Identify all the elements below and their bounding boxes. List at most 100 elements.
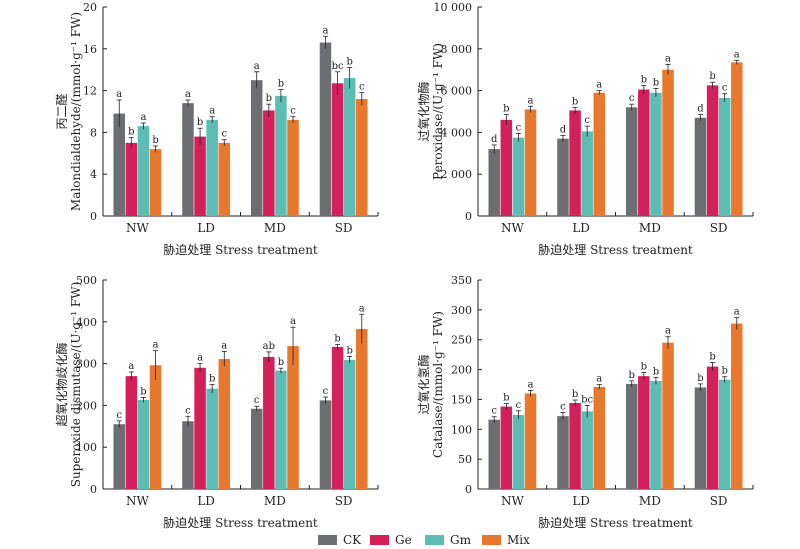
- bar-mix: [593, 386, 606, 489]
- y-tick-label: 10 000: [434, 1, 473, 14]
- significance-letter: b: [346, 57, 352, 68]
- significance-letter: a: [734, 49, 740, 60]
- y-tick-label: 8: [90, 126, 97, 139]
- bar-ck: [488, 419, 500, 489]
- bar-gm: [512, 414, 525, 489]
- bar-ge: [569, 110, 581, 216]
- bar-ck: [182, 421, 194, 489]
- bar-gm: [275, 95, 287, 216]
- bar-mix: [662, 342, 674, 489]
- significance-letter: b: [503, 104, 509, 115]
- bar-mix: [662, 69, 674, 216]
- x-category-label: LD: [197, 221, 215, 235]
- legend-item-ge: Ge: [370, 533, 412, 547]
- bar-ck: [488, 149, 500, 216]
- y-axis-title-en: Malondialdehyde/(mmol·g⁻¹ FW): [69, 12, 83, 211]
- bar-gm: [581, 131, 593, 216]
- bar-ck: [182, 103, 194, 216]
- bar-ck: [113, 424, 125, 489]
- bar-ck: [694, 387, 707, 489]
- legend-swatch-ck: [318, 535, 337, 545]
- significance-letter: a: [290, 316, 296, 327]
- significance-letter: b: [709, 351, 715, 362]
- y-tick-label: 4: [90, 168, 97, 181]
- significance-letter: b: [572, 389, 578, 400]
- bar-gm: [137, 126, 150, 216]
- significance-letter: c: [584, 115, 590, 126]
- y-tick-label: 100: [451, 423, 472, 436]
- significance-letter: b: [721, 366, 727, 377]
- significance-letter: d: [560, 125, 567, 136]
- bar-mix: [287, 119, 299, 216]
- bar-gm: [275, 370, 287, 489]
- legend: CK Ge Gm Mix: [318, 533, 530, 547]
- significance-letter: b: [653, 78, 659, 89]
- x-category-label: MD: [639, 494, 661, 508]
- y-axis-title-cn: 过氧化氢酶: [416, 354, 431, 414]
- bar-ge: [706, 85, 719, 216]
- significance-letter: ab: [263, 341, 275, 352]
- bar-gm: [718, 97, 731, 216]
- significance-letter: c: [221, 129, 227, 140]
- bar-ge: [194, 136, 206, 216]
- y-tick-label: 8 000: [441, 43, 473, 56]
- legend-label-mix: Mix: [507, 533, 530, 547]
- bar-ge: [569, 403, 581, 489]
- y-tick-label: 0: [465, 210, 472, 223]
- significance-letter: c: [516, 400, 522, 411]
- bar-ck: [319, 42, 332, 216]
- bar-ck: [557, 138, 569, 216]
- legend-label-ge: Ge: [395, 533, 412, 547]
- significance-letter: b: [266, 93, 272, 104]
- bar-ge: [638, 376, 650, 489]
- significance-letter: a: [665, 326, 671, 337]
- significance-letter: bc: [332, 61, 344, 72]
- bar-ge: [194, 367, 206, 489]
- significance-letter: b: [140, 386, 146, 397]
- y-tick-label: 50: [458, 453, 472, 466]
- bar-gm: [343, 359, 356, 489]
- x-axis-title: 胁迫处理 Stress treatment: [538, 515, 693, 530]
- bar-ck: [250, 80, 263, 217]
- significance-letter: c: [254, 395, 260, 406]
- significance-letter: b: [278, 357, 284, 368]
- bar-ge: [706, 366, 719, 489]
- bar-ck: [625, 107, 638, 216]
- legend-swatch-gm: [425, 535, 444, 545]
- significance-letter: bc: [581, 394, 593, 405]
- significance-letter: a: [359, 303, 365, 314]
- bar-ge: [500, 119, 513, 216]
- legend-item-mix: Mix: [482, 533, 530, 547]
- bar-ge: [125, 142, 138, 216]
- legend-swatch-ge: [370, 535, 389, 545]
- significance-letter: b: [641, 74, 647, 85]
- x-category-label: NW: [501, 494, 525, 508]
- y-tick-label: 16: [83, 43, 97, 56]
- y-axis-title-en: Superoxide dismutase/(U·g⁻¹ FW): [69, 282, 83, 488]
- y-tick-label: 150: [451, 393, 472, 406]
- y-tick-label: 300: [76, 358, 97, 371]
- significance-letter: a: [140, 112, 146, 123]
- significance-letter: b: [653, 366, 659, 377]
- y-axis-title-en: Peroxidase/(U·g⁻¹ FW): [431, 43, 445, 180]
- bar-mix: [731, 323, 743, 489]
- significance-letter: c: [323, 386, 329, 397]
- significance-letter: b: [334, 333, 340, 344]
- significance-letter: a: [322, 25, 328, 36]
- bar-gm: [718, 379, 731, 489]
- significance-letter: a: [596, 80, 602, 91]
- bar-mix: [524, 109, 537, 216]
- significance-letter: d: [491, 134, 498, 145]
- y-tick-label: 20: [83, 1, 97, 14]
- x-category-label: SD: [335, 221, 353, 235]
- x-category-label: NW: [126, 221, 150, 235]
- significance-letter: b: [629, 370, 635, 381]
- bar-ck: [625, 383, 638, 489]
- significance-letter: c: [629, 93, 635, 104]
- significance-letter: a: [665, 53, 671, 64]
- bar-mix: [524, 393, 537, 489]
- significance-letter: c: [290, 106, 296, 117]
- bar-mix: [149, 365, 162, 489]
- bar-ge: [638, 89, 650, 216]
